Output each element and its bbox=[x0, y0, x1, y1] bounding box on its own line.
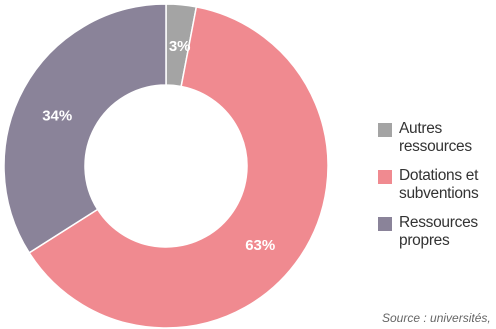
legend-label-line1: Autres bbox=[399, 120, 442, 137]
legend-label-line1: Ressources bbox=[399, 214, 478, 231]
legend-label-line2: ressources bbox=[399, 138, 472, 155]
legend-label: Ressources propres bbox=[399, 214, 478, 250]
donut-chart: 3% 63% 34% bbox=[3, 3, 329, 329]
legend-label-line2: subventions bbox=[399, 185, 479, 202]
source-note: Source : universités, bbox=[382, 311, 491, 325]
legend-label: Autres ressources bbox=[399, 120, 472, 156]
legend-swatch bbox=[378, 170, 392, 184]
legend-swatch bbox=[378, 123, 392, 137]
legend-label-line2: propres bbox=[399, 232, 450, 249]
donut-slice-2 bbox=[28, 5, 329, 329]
donut-slice-3 bbox=[3, 3, 167, 254]
slice-value-label: 3% bbox=[169, 38, 191, 55]
slice-value-label: 34% bbox=[42, 107, 72, 124]
legend-swatch bbox=[378, 217, 392, 231]
legend-item-ressources-propres: Ressources propres bbox=[378, 214, 496, 250]
legend-item-dotations-subventions: Dotations et subventions bbox=[378, 167, 496, 203]
slice-value-label: 63% bbox=[245, 237, 275, 254]
legend-item-autres-ressources: Autres ressources bbox=[378, 120, 496, 156]
legend-label: Dotations et subventions bbox=[399, 167, 479, 203]
legend-label-line1: Dotations et bbox=[399, 167, 479, 184]
chart-legend: Autres ressources Dotations et subventio… bbox=[378, 120, 496, 261]
